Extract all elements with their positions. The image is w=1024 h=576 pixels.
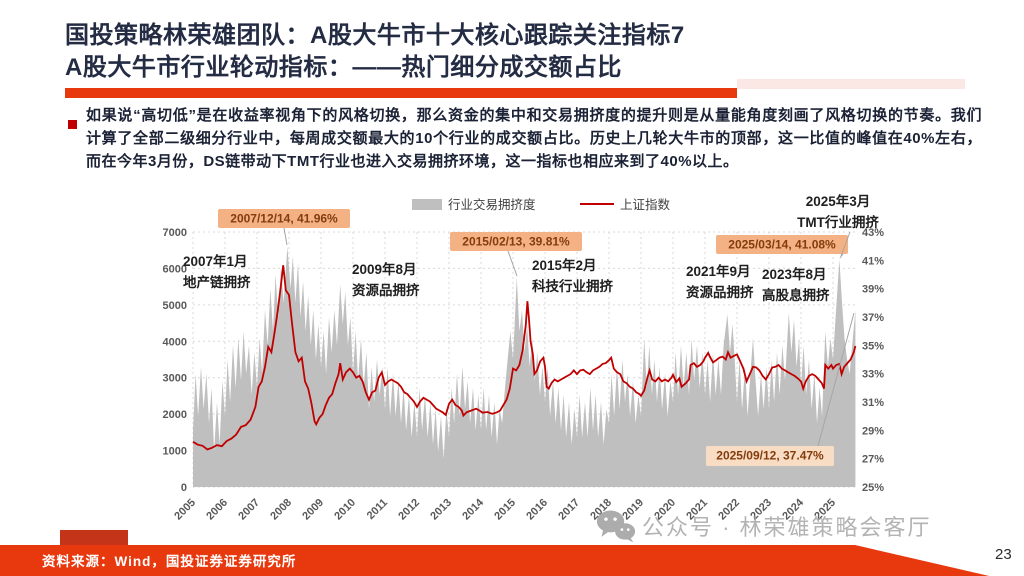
callout-text: 2015/02/13, 39.81%: [462, 235, 570, 249]
watermark: 公众号 · 林荣雄策略会客厅: [596, 509, 932, 543]
right-axis-tick: 31%: [862, 397, 884, 409]
callout-box: [706, 446, 834, 466]
bullet-marker: [68, 120, 77, 129]
legend-label-index: 上证指数: [620, 197, 671, 212]
legend-label-crowding: 行业交易拥挤度: [448, 197, 536, 212]
right-axis-tick: 41%: [862, 255, 884, 267]
chart-annotation: 资源品拥挤: [686, 284, 754, 300]
callout-text: 2025/03/14, 41.08%: [728, 238, 836, 252]
callout-box: [218, 209, 350, 228]
chart-annotation: TMT行业拥挤: [797, 214, 879, 230]
chart-annotation: 2023年8月: [762, 266, 827, 282]
annotation-pointer: [840, 231, 851, 257]
left-axis-tick: 3000: [163, 373, 187, 385]
page-number: 23: [995, 546, 1012, 563]
source-note: 资料来源：Wind，国投证券证券研究所: [42, 554, 297, 569]
callout-box: [716, 235, 848, 254]
left-axis-tick: 2000: [163, 409, 187, 421]
line-series-shanghai-index: [192, 265, 857, 451]
x-axis-year-tick: 2008: [268, 497, 294, 523]
callout-pointer: [283, 227, 288, 246]
chart-annotation: 2021年9月: [686, 263, 751, 279]
footer-accent-tab: [60, 530, 128, 546]
left-axis-tick: 1000: [163, 446, 187, 458]
title-underline-faint: [737, 79, 965, 89]
right-axis-tick: 43%: [862, 227, 884, 239]
chart-annotation: 地产链拥挤: [183, 274, 251, 290]
slide-title-line-1: 国投策略林荣雄团队：A股大牛市十大核心跟踪关注指标7: [65, 22, 685, 49]
wechat-icon: [596, 510, 636, 543]
summary-paragraph: 如果说“高切低”是在收益率视角下的风格切换，那么资金的集中和交易拥挤度的提升则是…: [86, 107, 982, 170]
chart-annotation: 2007年1月: [183, 253, 248, 269]
title-underline: [65, 88, 737, 98]
x-axis-year-tick: 2011: [365, 497, 390, 522]
chart-annotation: 2009年8月: [352, 261, 417, 277]
right-axis-tick: 27%: [862, 454, 884, 466]
x-axis-year-tick: 2014: [460, 496, 486, 522]
left-axis-tick: 7000: [163, 227, 187, 239]
right-axis-tick: 29%: [862, 425, 884, 437]
callout-text: 2007/12/14, 41.96%: [230, 212, 338, 226]
x-axis-year-tick: 2010: [332, 497, 358, 523]
chart-annotation: 2015年2月: [532, 257, 597, 273]
left-axis-tick: 6000: [163, 263, 187, 275]
callout-text: 2025/09/12, 37.47%: [716, 449, 824, 463]
right-axis-tick: 39%: [862, 284, 884, 296]
x-axis-year-tick: 2005: [172, 497, 198, 523]
callout-pointer: [817, 312, 855, 447]
right-axis-tick: 25%: [862, 482, 884, 494]
footer-band: 资料来源：Wind，国投证券证券研究所: [0, 545, 990, 576]
callout-box: [450, 232, 582, 251]
x-axis-year-tick: 2009: [300, 497, 326, 523]
right-axis-tick: 35%: [862, 340, 884, 352]
left-axis-tick: 0: [181, 482, 187, 494]
watermark-text: 公众号 · 林荣雄策略会客厅: [642, 515, 932, 540]
chart-annotation: 2025年3月: [806, 193, 871, 209]
slide-title-line-2: A股大牛市行业轮动指标：——热门细分成交额占比: [65, 54, 622, 81]
x-axis-year-tick: 2006: [204, 497, 230, 523]
left-axis-tick: 4000: [163, 336, 187, 348]
chart-annotation: 资源品拥挤: [352, 282, 420, 298]
x-axis-year-tick: 2013: [428, 497, 454, 523]
area-series-crowding: [193, 246, 856, 487]
x-axis-year-tick: 2012: [396, 497, 422, 523]
right-axis-tick: 33%: [862, 369, 884, 381]
left-axis-tick: 5000: [163, 300, 187, 312]
right-axis-tick: 37%: [862, 312, 884, 324]
x-axis-year-tick: 2017: [556, 497, 582, 523]
crowding-vs-index-chart: 0 1000 2000 3000 4000 5000 6000 7000 25% 27% 29% 31…: [163, 193, 885, 523]
title-block: 国投策略林荣雄团队：A股大牛市十大核心跟踪关注指标7 A股大牛市行业轮动指标：—…: [65, 20, 965, 84]
x-axis-year-tick: 2007: [236, 497, 262, 523]
legend-area-swatch: [412, 199, 442, 210]
x-axis-year-tick: 2016: [524, 497, 550, 523]
chart-annotation: 高股息拥挤: [762, 287, 830, 303]
chart-annotation: 科技行业拥挤: [532, 278, 613, 294]
x-axis-year-tick: 2015: [492, 497, 518, 523]
callout-pointer: [507, 250, 518, 277]
